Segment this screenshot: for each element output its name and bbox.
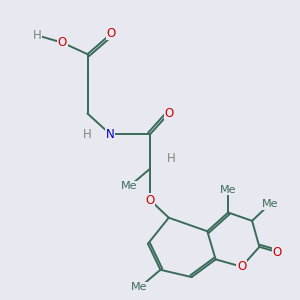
Text: Me: Me [131, 283, 148, 292]
Text: O: O [164, 107, 173, 120]
Text: H: H [33, 29, 42, 42]
Text: O: O [107, 27, 116, 40]
Text: O: O [237, 260, 246, 273]
Text: Me: Me [220, 184, 236, 195]
Text: H: H [167, 152, 175, 165]
Text: O: O [58, 36, 67, 49]
Text: Me: Me [121, 182, 137, 191]
Text: H: H [83, 128, 92, 141]
Text: O: O [146, 194, 154, 206]
Text: O: O [272, 246, 282, 259]
Text: N: N [106, 128, 115, 141]
Text: Me: Me [262, 199, 278, 209]
